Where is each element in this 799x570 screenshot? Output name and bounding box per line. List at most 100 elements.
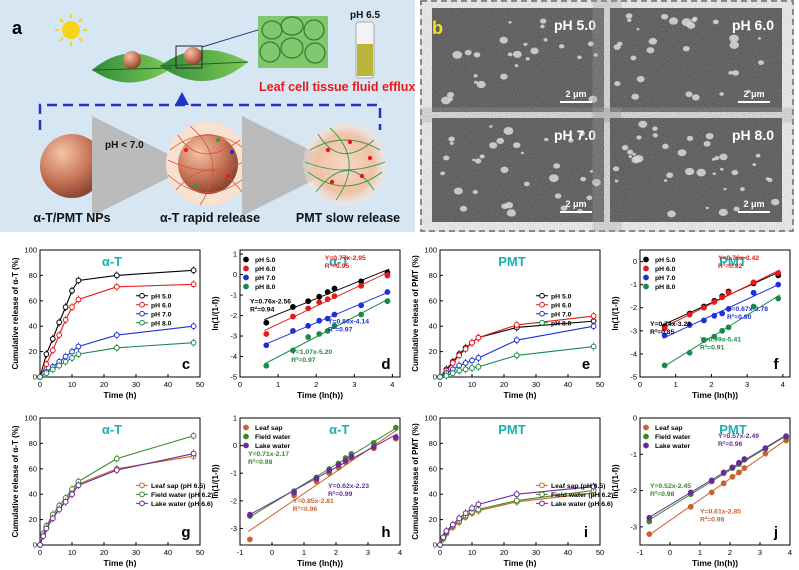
data-point <box>708 489 715 496</box>
sem-particle <box>472 158 476 162</box>
data-point <box>324 328 331 334</box>
sem-particle <box>666 172 674 178</box>
data-point <box>75 296 82 303</box>
legend-marker <box>643 424 649 431</box>
x-tick-label: 50 <box>596 548 604 557</box>
fit-equation: Y=0.76x-2.56 <box>250 298 291 305</box>
data-point <box>590 343 597 350</box>
sem-particle <box>682 45 690 52</box>
data-point <box>456 515 463 522</box>
data-point <box>469 339 475 346</box>
x-tick-label: 20 <box>500 380 508 389</box>
data-point <box>290 313 296 320</box>
data-point <box>725 289 732 296</box>
data-point <box>190 323 197 330</box>
data-point <box>263 331 270 337</box>
legend-marker <box>539 491 545 498</box>
sem-particle <box>703 140 711 147</box>
legend-label: pH 8.0 <box>655 284 676 291</box>
dashed-bracket <box>38 103 382 130</box>
legend-label: Field water <box>655 434 691 441</box>
plot-frame <box>639 249 791 378</box>
sem-particle <box>523 181 530 187</box>
chart-f: 0 1 2 3 4 -5 -4 -3 -2 -1 0 Time (ln(h)) ln(1/(1-f)) P… <box>611 249 791 400</box>
x-tick-label: 2 <box>334 548 338 557</box>
sem-particle <box>523 42 528 47</box>
x-axis-label: Time (h) <box>104 558 137 568</box>
data-point <box>513 337 520 344</box>
data-point <box>741 465 748 471</box>
sem-particle <box>591 178 601 186</box>
data-point <box>190 339 197 346</box>
data-point <box>49 515 56 522</box>
data-point <box>513 497 520 504</box>
data-point <box>449 370 456 377</box>
data-point <box>750 303 757 310</box>
sem-particle <box>453 187 463 195</box>
data-point <box>358 302 365 309</box>
sem-particle <box>513 142 521 149</box>
data-point <box>384 289 391 295</box>
data-point <box>49 366 56 373</box>
legend-label: Lake water <box>655 443 690 450</box>
sem-particle <box>636 27 640 31</box>
sem-tile: pH 7.0 2 μm <box>432 118 604 222</box>
data-point <box>316 299 323 306</box>
legend-marker <box>139 500 145 507</box>
data-point <box>392 424 399 431</box>
data-point <box>711 312 718 319</box>
x-tick-label: 0 <box>38 548 42 557</box>
fit-r-squared: R²=0.92 <box>718 263 743 270</box>
data-point <box>475 355 482 361</box>
sem-particle <box>500 73 508 80</box>
data-point <box>43 361 50 368</box>
y-tick-label: -2 <box>630 486 637 495</box>
fit-equation: Y=0.86x-4.14 <box>328 319 369 326</box>
sem-particle <box>507 52 513 57</box>
sem-particle <box>614 81 621 87</box>
chart-i: 0 10 20 30 40 50 0 20 40 60 80 100 Time (h) Cumulativ… <box>411 414 613 569</box>
x-axis-label: Time (ln(h)) <box>692 390 738 400</box>
panel-letter: d <box>381 356 390 373</box>
sem-particle <box>723 187 727 191</box>
sem-particle <box>472 190 478 195</box>
x-tick-label: 2 <box>314 380 318 389</box>
sem-particle <box>696 168 707 177</box>
sem-particle <box>684 167 695 176</box>
legend-marker <box>643 433 649 440</box>
sem-particle <box>473 52 481 58</box>
sem-particle <box>443 155 450 161</box>
sem-particle <box>755 153 761 158</box>
sem-particle <box>508 20 512 24</box>
plot-frame <box>439 417 601 546</box>
data-point <box>469 505 475 512</box>
legend-marker <box>243 433 249 440</box>
chart-title: PMT <box>498 254 526 269</box>
data-point <box>437 374 443 380</box>
data-point <box>305 334 312 340</box>
series-line <box>39 453 194 546</box>
data-point <box>590 323 597 330</box>
legend-marker <box>539 500 545 507</box>
sem-particle <box>589 170 594 173</box>
data-point <box>686 311 693 318</box>
x-tick-label: 20 <box>100 548 108 557</box>
data-point <box>69 304 75 311</box>
sem-particle <box>757 60 764 65</box>
x-tick-label: 50 <box>596 380 604 389</box>
data-point <box>305 322 312 329</box>
sem-particle <box>540 24 545 29</box>
fit-equation: Y=0.85x-2.81 <box>293 498 334 505</box>
legend-label: Leaf sap (pH 6.5) <box>551 483 605 490</box>
y-tick-label: 80 <box>429 439 437 448</box>
x-tick-label: -1 <box>637 548 644 557</box>
sem-particle <box>686 135 694 141</box>
sem-particle <box>560 205 568 211</box>
data-point <box>247 536 253 543</box>
data-point <box>49 336 56 342</box>
sem-particle <box>719 167 724 171</box>
legend-marker <box>539 292 545 299</box>
data-point <box>384 272 391 279</box>
y-tick-label: 80 <box>429 271 437 280</box>
